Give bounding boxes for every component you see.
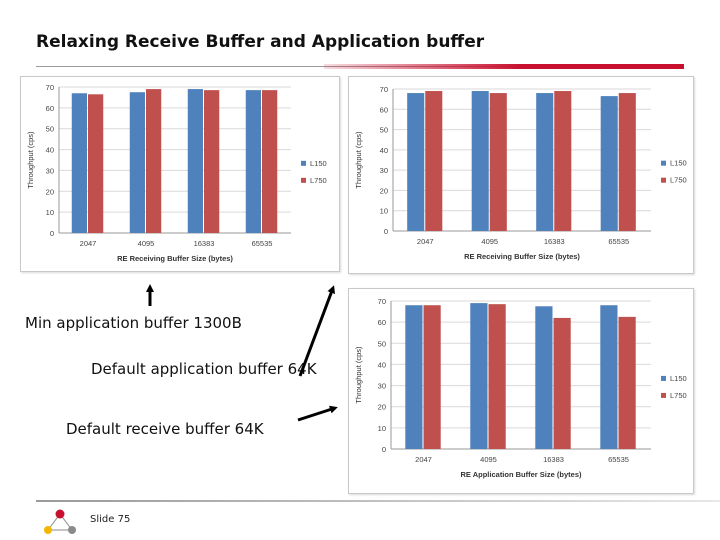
bar-l750-2047 xyxy=(425,91,443,232)
bar-l150-4095 xyxy=(129,92,145,233)
y-tick-label: 30 xyxy=(46,166,54,175)
y-tick-label: 0 xyxy=(50,229,54,238)
legend-swatch-l750 xyxy=(301,177,306,183)
chart-receive-buffer-1: 0 10 20 30 40 50 60 70 2047 4095 16383 65535 RE Rece… xyxy=(20,76,340,272)
y-tick-label: 0 xyxy=(384,227,388,236)
x-tick-label: 2047 xyxy=(417,237,434,246)
y-tick-label: 60 xyxy=(46,104,54,113)
bar-l150-2047 xyxy=(405,305,423,449)
bar-l150-2047 xyxy=(407,93,425,231)
chart-svg: 0 10 20 30 40 50 60 70 2047 4095 16383 65535 RE Rece… xyxy=(354,85,687,261)
legend-swatch-l750 xyxy=(661,392,666,398)
y-axis-label: Throughput (cps) xyxy=(354,346,363,404)
bar-l750-16383 xyxy=(554,91,572,232)
legend-swatch-l750 xyxy=(661,177,666,183)
y-tick-label: 40 xyxy=(380,146,388,155)
legend-swatch-l150 xyxy=(661,160,666,166)
chart-receive-buffer-2: 0 10 20 30 40 50 60 70 2047 4095 16383 65535 RE Rece… xyxy=(348,76,694,274)
y-tick-label: 0 xyxy=(382,445,386,454)
y-tick-label: 40 xyxy=(378,360,386,369)
bar-l750-65535 xyxy=(618,93,636,231)
caption-min-app-buffer: Min application buffer 1300B xyxy=(25,314,242,332)
x-tick-label: 65535 xyxy=(608,455,629,464)
chart-application-buffer: 0 10 20 30 40 50 60 70 2047 4095 16383 65535 RE Appl… xyxy=(348,288,694,494)
chart-svg: 0 10 20 30 40 50 60 70 2047 4095 16383 65535 RE Rece… xyxy=(26,83,327,263)
bar-l150-16383 xyxy=(536,93,554,231)
y-tick-label: 10 xyxy=(46,208,54,217)
bar-l150-65535 xyxy=(600,96,618,231)
bar-l750-2047 xyxy=(88,94,104,233)
y-tick-label: 20 xyxy=(378,403,386,412)
x-tick-label: 65535 xyxy=(608,237,629,246)
bar-l750-2047 xyxy=(423,305,441,449)
bar-l750-4095 xyxy=(146,89,162,233)
y-tick-label: 60 xyxy=(380,105,388,114)
arrow-right xyxy=(297,405,338,422)
bar-l750-65535 xyxy=(262,90,278,233)
title-rule-red xyxy=(324,64,684,69)
logo-icon xyxy=(44,509,76,534)
bar-l150-65535 xyxy=(600,305,618,449)
y-tick-label: 10 xyxy=(380,207,388,216)
legend-label-l750: L750 xyxy=(670,176,687,185)
x-axis-label: RE Application Buffer Size (bytes) xyxy=(461,470,582,479)
y-tick-label: 30 xyxy=(380,166,388,175)
y-tick-label: 50 xyxy=(380,126,388,135)
y-tick-label: 40 xyxy=(46,146,54,155)
y-tick-label: 20 xyxy=(46,187,54,196)
y-axis-label: Throughput (cps) xyxy=(26,131,35,189)
legend-label-l750: L750 xyxy=(310,176,327,185)
bar-l750-16383 xyxy=(553,317,571,449)
y-tick-label: 50 xyxy=(378,339,386,348)
y-tick-label: 70 xyxy=(380,85,388,94)
y-tick-label: 50 xyxy=(46,125,54,134)
arrow-diagonal xyxy=(298,285,335,377)
bar-l750-65535 xyxy=(618,316,636,449)
x-axis-label: RE Receiving Buffer Size (bytes) xyxy=(464,252,580,261)
slide-number: Slide 75 xyxy=(90,514,131,525)
x-tick-label: 4095 xyxy=(480,455,497,464)
chart-svg: 0 10 20 30 40 50 60 70 2047 4095 16383 65535 RE Appl… xyxy=(354,297,687,479)
x-tick-label: 16383 xyxy=(543,455,564,464)
x-tick-label: 2047 xyxy=(80,239,97,248)
x-tick-label: 2047 xyxy=(415,455,432,464)
footer-rule xyxy=(36,500,720,502)
legend-label-l750: L750 xyxy=(670,391,687,400)
x-tick-label: 4095 xyxy=(138,239,155,248)
bar-l750-4095 xyxy=(489,93,507,231)
y-axis-label: Throughput (cps) xyxy=(354,131,363,189)
y-tick-label: 70 xyxy=(378,297,386,306)
x-tick-label: 16383 xyxy=(194,239,215,248)
bar-l150-16383 xyxy=(187,89,203,233)
bar-l150-16383 xyxy=(535,306,553,449)
slide-title: Relaxing Receive Buffer and Application … xyxy=(36,32,485,52)
x-tick-label: 65535 xyxy=(252,239,273,248)
bar-l750-4095 xyxy=(488,304,506,449)
y-tick-label: 10 xyxy=(378,424,386,433)
y-tick-label: 30 xyxy=(378,382,386,391)
legend-swatch-l150 xyxy=(301,160,306,166)
x-axis-label: RE Receiving Buffer Size (bytes) xyxy=(117,254,233,263)
title-rule xyxy=(36,64,684,69)
bar-l150-65535 xyxy=(245,90,261,233)
caption-default-app-buffer: Default application buffer 64K xyxy=(91,360,317,378)
legend-label-l150: L150 xyxy=(310,159,327,168)
bar-l750-16383 xyxy=(204,90,220,233)
legend-swatch-l150 xyxy=(661,375,666,381)
caption-default-recv-buffer: Default receive buffer 64K xyxy=(66,420,264,438)
title-rule-grey xyxy=(36,66,596,67)
bar-l150-4095 xyxy=(470,303,488,449)
bar-l150-2047 xyxy=(71,93,87,233)
x-tick-label: 4095 xyxy=(481,237,498,246)
legend-label-l150: L150 xyxy=(670,159,687,168)
x-tick-label: 16383 xyxy=(544,237,565,246)
bar-l150-4095 xyxy=(471,91,489,232)
y-tick-label: 20 xyxy=(380,186,388,195)
y-tick-label: 70 xyxy=(46,83,54,92)
y-tick-label: 60 xyxy=(378,318,386,327)
legend-label-l150: L150 xyxy=(670,374,687,383)
